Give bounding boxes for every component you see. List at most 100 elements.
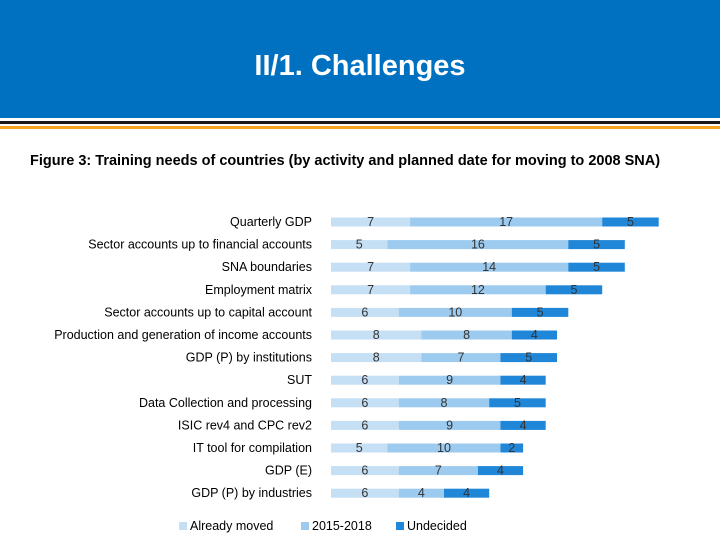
bar-segment (410, 217, 603, 227)
legend-item: Undecided (396, 519, 467, 533)
bar-segment (331, 217, 411, 227)
data-label: 5 (356, 238, 363, 252)
category-label: ISIC rev4 and CPC rev2 (178, 418, 312, 432)
category-label: GDP (P) by institutions (186, 351, 312, 365)
data-label: 9 (446, 373, 453, 387)
data-label: 10 (448, 305, 462, 319)
category-label: Sector accounts up to capital account (104, 305, 312, 319)
data-label: 5 (356, 441, 363, 455)
data-label: 7 (367, 215, 374, 229)
data-label: 5 (570, 283, 577, 297)
bar-segment (331, 488, 399, 498)
bar-segment (387, 240, 569, 250)
data-label: 8 (441, 396, 448, 410)
bar-segment (500, 353, 557, 363)
bar-segment (602, 217, 659, 227)
data-label: 5 (537, 305, 544, 319)
legend-label: 2015-2018 (312, 519, 372, 533)
bar-segment (331, 466, 399, 476)
data-label: 5 (593, 238, 600, 252)
slide-header: II/1. Challenges (0, 0, 720, 118)
bar-segment (500, 443, 524, 453)
category-label: Quarterly GDP (230, 215, 312, 229)
bar-segment (545, 285, 603, 295)
category-label: Data Collection and processing (139, 396, 312, 410)
bar-segment (331, 420, 399, 430)
data-label: 4 (520, 418, 527, 432)
category-label: SNA boundaries (222, 260, 312, 274)
bar-segment (500, 420, 546, 430)
data-label: 4 (520, 373, 527, 387)
data-label: 8 (373, 351, 380, 365)
bar-segment (398, 466, 478, 476)
bar-segment (331, 285, 411, 295)
data-label: 5 (627, 215, 634, 229)
data-label: 7 (367, 260, 374, 274)
bar-segment (421, 353, 501, 363)
header-divider-dark (0, 121, 720, 124)
bar-segment (444, 488, 490, 498)
bar-segment (331, 240, 388, 250)
category-label: Sector accounts up to financial accounts (88, 238, 312, 252)
legend-swatch (179, 522, 187, 530)
category-label: SUT (287, 373, 312, 387)
data-label: 6 (361, 373, 368, 387)
data-label: 5 (593, 260, 600, 274)
data-label: 7 (457, 351, 464, 365)
bar-segment (331, 353, 422, 363)
bar-segment (398, 375, 501, 385)
data-label: 4 (463, 486, 470, 500)
bar-segment (568, 240, 625, 250)
legend-swatch (396, 522, 404, 530)
bar-segment (398, 488, 444, 498)
bar-segment (331, 330, 422, 340)
legend-label: Already moved (190, 519, 274, 533)
data-label: 5 (514, 396, 521, 410)
data-label: 2 (508, 441, 515, 455)
bar-segment (331, 307, 399, 317)
bar-segment (331, 398, 399, 408)
data-label: 14 (482, 260, 496, 274)
legend-label: Undecided (407, 519, 467, 533)
bar-segment (331, 262, 411, 272)
data-label: 6 (361, 418, 368, 432)
data-label: 4 (497, 464, 504, 478)
data-label: 5 (525, 351, 532, 365)
bar-segment (398, 398, 490, 408)
bar-segment (568, 262, 625, 272)
data-label: 4 (531, 328, 538, 342)
legend-item: Already moved (179, 519, 273, 533)
bar-segment (500, 375, 546, 385)
bar-segment (511, 307, 569, 317)
data-label: 6 (361, 396, 368, 410)
bar-segment (489, 398, 546, 408)
data-label: 12 (471, 283, 485, 297)
bar-segment (398, 307, 512, 317)
chart-legend: Already moved 2015-2018 Undecided (0, 519, 720, 537)
data-label: 9 (446, 418, 453, 432)
bar-segment (331, 443, 388, 453)
data-label: 8 (373, 328, 380, 342)
category-label: GDP (P) by industries (191, 486, 312, 500)
legend-item: 2015-2018 (301, 519, 372, 533)
data-label: 7 (367, 283, 374, 297)
data-label: 6 (361, 464, 368, 478)
category-label: GDP (E) (265, 464, 312, 478)
data-label: 4 (418, 486, 425, 500)
bar-segment (331, 375, 399, 385)
data-label: 17 (499, 215, 513, 229)
figure-caption: Figure 3: Training needs of countries (b… (30, 153, 661, 169)
data-label: 7 (435, 464, 442, 478)
category-label: Employment matrix (205, 283, 313, 297)
bar-segment (421, 330, 512, 340)
header-divider-accent (0, 126, 720, 129)
data-label: 8 (463, 328, 470, 342)
category-label: IT tool for compilation (193, 441, 312, 455)
legend-swatch (301, 522, 309, 530)
stacked-bar-chart: Quarterly GDP 7 17 5 Sector accounts up to f… (54, 215, 659, 500)
bar-segment (387, 443, 501, 453)
slide-title: II/1. Challenges (254, 50, 466, 82)
bar-segment (511, 330, 557, 340)
data-label: 6 (361, 305, 368, 319)
bar-segment (410, 285, 546, 295)
